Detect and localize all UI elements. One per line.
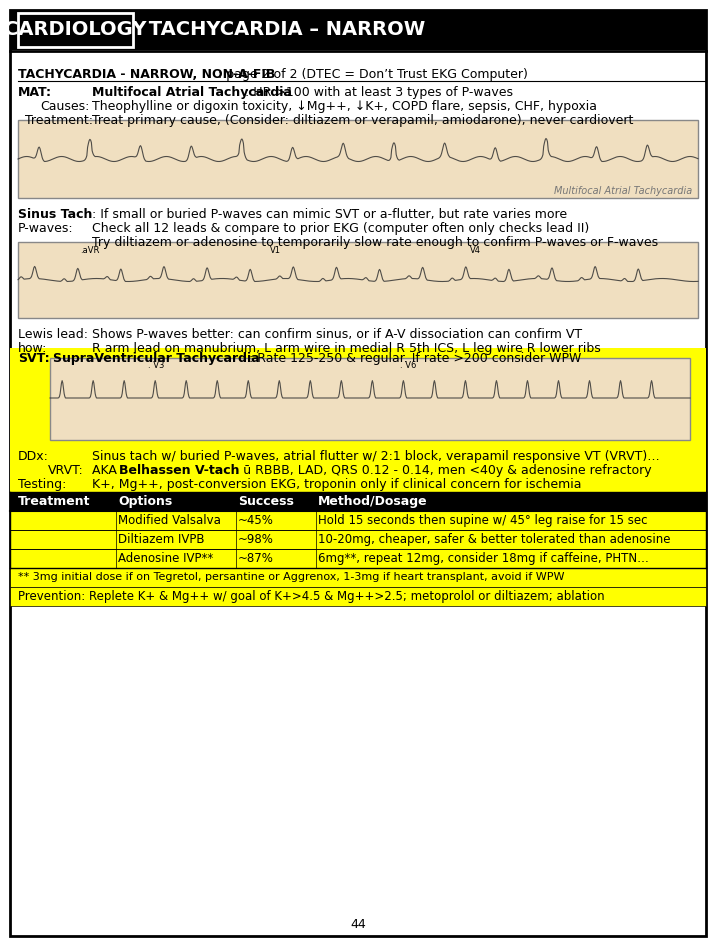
Text: Sinus tach w/ buried P-waves, atrial flutter w/ 2:1 block, verapamil responsive : Sinus tach w/ buried P-waves, atrial flu… [92, 450, 659, 463]
Text: V1: V1 [270, 246, 281, 255]
Text: Multifocal Atrial Tachycardia: Multifocal Atrial Tachycardia [553, 186, 692, 196]
Bar [50, 358, 690, 440]
Text: TACHYCARDIA – NARROW: TACHYCARDIA – NARROW [142, 21, 425, 40]
Text: Treatment: Treatment [18, 495, 90, 508]
Text: 6mg**, repeat 12mg, consider 18mg if caffeine, PHTN…: 6mg**, repeat 12mg, consider 18mg if caf… [318, 552, 649, 565]
Bar [10, 568, 706, 587]
Text: VRVT:: VRVT: [48, 464, 84, 477]
Text: ~45%: ~45% [238, 514, 274, 527]
Text: Method/Dosage: Method/Dosage [318, 495, 427, 508]
Text: R arm lead on manubrium, L arm wire in medial R 5th ICS, L leg wire R lower ribs: R arm lead on manubrium, L arm wire in m… [92, 342, 601, 355]
Text: . V6: . V6 [400, 361, 417, 370]
Text: 10-20mg, cheaper, safer & better tolerated than adenosine: 10-20mg, cheaper, safer & better tolerat… [318, 533, 670, 546]
Bar [10, 446, 706, 546]
Bar [10, 492, 706, 511]
Bar [10, 10, 706, 50]
Text: : page 2 of 2 (DTEC = Don’t Trust EKG Computer): : page 2 of 2 (DTEC = Don’t Trust EKG Co… [218, 68, 528, 81]
Text: AKA: AKA [92, 464, 121, 477]
Text: Shows P-waves better: can confirm sinus, or if A-V dissociation can confirm VT: Shows P-waves better: can confirm sinus,… [92, 328, 582, 341]
Text: V4: V4 [470, 246, 481, 255]
Bar [10, 549, 706, 568]
Text: Success: Success [238, 495, 294, 508]
Bar [18, 242, 698, 318]
Text: : HR >100 with at least 3 types of P-waves: : HR >100 with at least 3 types of P-wav… [245, 86, 513, 99]
Text: MAT:: MAT: [18, 86, 52, 99]
Text: 44: 44 [350, 918, 366, 931]
Text: Try diltiazem or adenosine to temporarily slow rate enough to confirm P-waves or: Try diltiazem or adenosine to temporaril… [92, 236, 658, 249]
Text: : ū RBBB, LAD, QRS 0.12 - 0.14, men <40y & adenosine refractory: : ū RBBB, LAD, QRS 0.12 - 0.14, men <40y… [235, 464, 652, 477]
Text: .aVR: .aVR [80, 246, 100, 255]
Text: Causes:: Causes: [40, 100, 90, 113]
Text: K+, Mg++, post-conversion EKG, troponin only if clinical concern for ischemia: K+, Mg++, post-conversion EKG, troponin … [92, 478, 581, 491]
Text: Belhassen V-tach: Belhassen V-tach [119, 464, 239, 477]
Text: Theophylline or digoxin toxicity, ↓Mg++, ↓K+, COPD flare, sepsis, CHF, hypoxia: Theophylline or digoxin toxicity, ↓Mg++,… [92, 100, 597, 113]
Text: . V3: . V3 [148, 361, 165, 370]
Text: DDx:: DDx: [18, 450, 49, 463]
Text: Check all 12 leads & compare to prior EKG (computer often only checks lead II): Check all 12 leads & compare to prior EK… [92, 222, 589, 235]
Text: Testing:: Testing: [18, 478, 67, 491]
Text: how:: how: [18, 342, 47, 355]
Bar [10, 587, 706, 606]
Text: Diltiazem IVPB: Diltiazem IVPB [118, 533, 205, 546]
Text: Prevention: Replete K+ & Mg++ w/ goal of K+>4.5 & Mg++>2.5; metoprolol or diltia: Prevention: Replete K+ & Mg++ w/ goal of… [18, 590, 604, 603]
Bar [10, 530, 706, 549]
Text: Hold 15 seconds then supine w/ 45° leg raise for 15 sec: Hold 15 seconds then supine w/ 45° leg r… [318, 514, 647, 527]
Text: SVT:: SVT: [18, 352, 49, 365]
Bar [10, 511, 706, 530]
Text: SupraVentricular Tachycardia: SupraVentricular Tachycardia [53, 352, 260, 365]
Text: Sinus Tach: Sinus Tach [18, 208, 92, 221]
Text: ** 3mg initial dose if on Tegretol, persantine or Aggrenox, 1-3mg if heart trans: ** 3mg initial dose if on Tegretol, pers… [18, 572, 564, 583]
Text: : Rate 125-250 & regular. If rate >200 consider WPW: : Rate 125-250 & regular. If rate >200 c… [249, 352, 581, 365]
Bar [18, 120, 698, 198]
Text: Options: Options [118, 495, 173, 508]
Text: Lewis lead:: Lewis lead: [18, 328, 88, 341]
Text: ~87%: ~87% [238, 552, 274, 565]
Text: : If small or buried P-waves can mimic SVT or a-flutter, but rate varies more: : If small or buried P-waves can mimic S… [92, 208, 567, 221]
Text: P-waves:: P-waves: [18, 222, 74, 235]
Bar [18, 13, 133, 47]
Text: TACHYCARDIA - NARROW, NON-A-FIB: TACHYCARDIA - NARROW, NON-A-FIB [18, 68, 276, 81]
Text: Treat primary cause, (Consider: diltiazem or verapamil, amiodarone), never cardi: Treat primary cause, (Consider: diltiaze… [92, 114, 634, 127]
Text: CARDIOLOGY: CARDIOLOGY [4, 21, 146, 40]
Text: Multifocal Atrial Tachycardia: Multifocal Atrial Tachycardia [92, 86, 292, 99]
Text: Modified Valsalva: Modified Valsalva [118, 514, 221, 527]
Text: Treatment:: Treatment: [25, 114, 93, 127]
Bar [10, 348, 706, 446]
Text: Adenosine IVP**: Adenosine IVP** [118, 552, 213, 565]
Text: ~98%: ~98% [238, 533, 274, 546]
